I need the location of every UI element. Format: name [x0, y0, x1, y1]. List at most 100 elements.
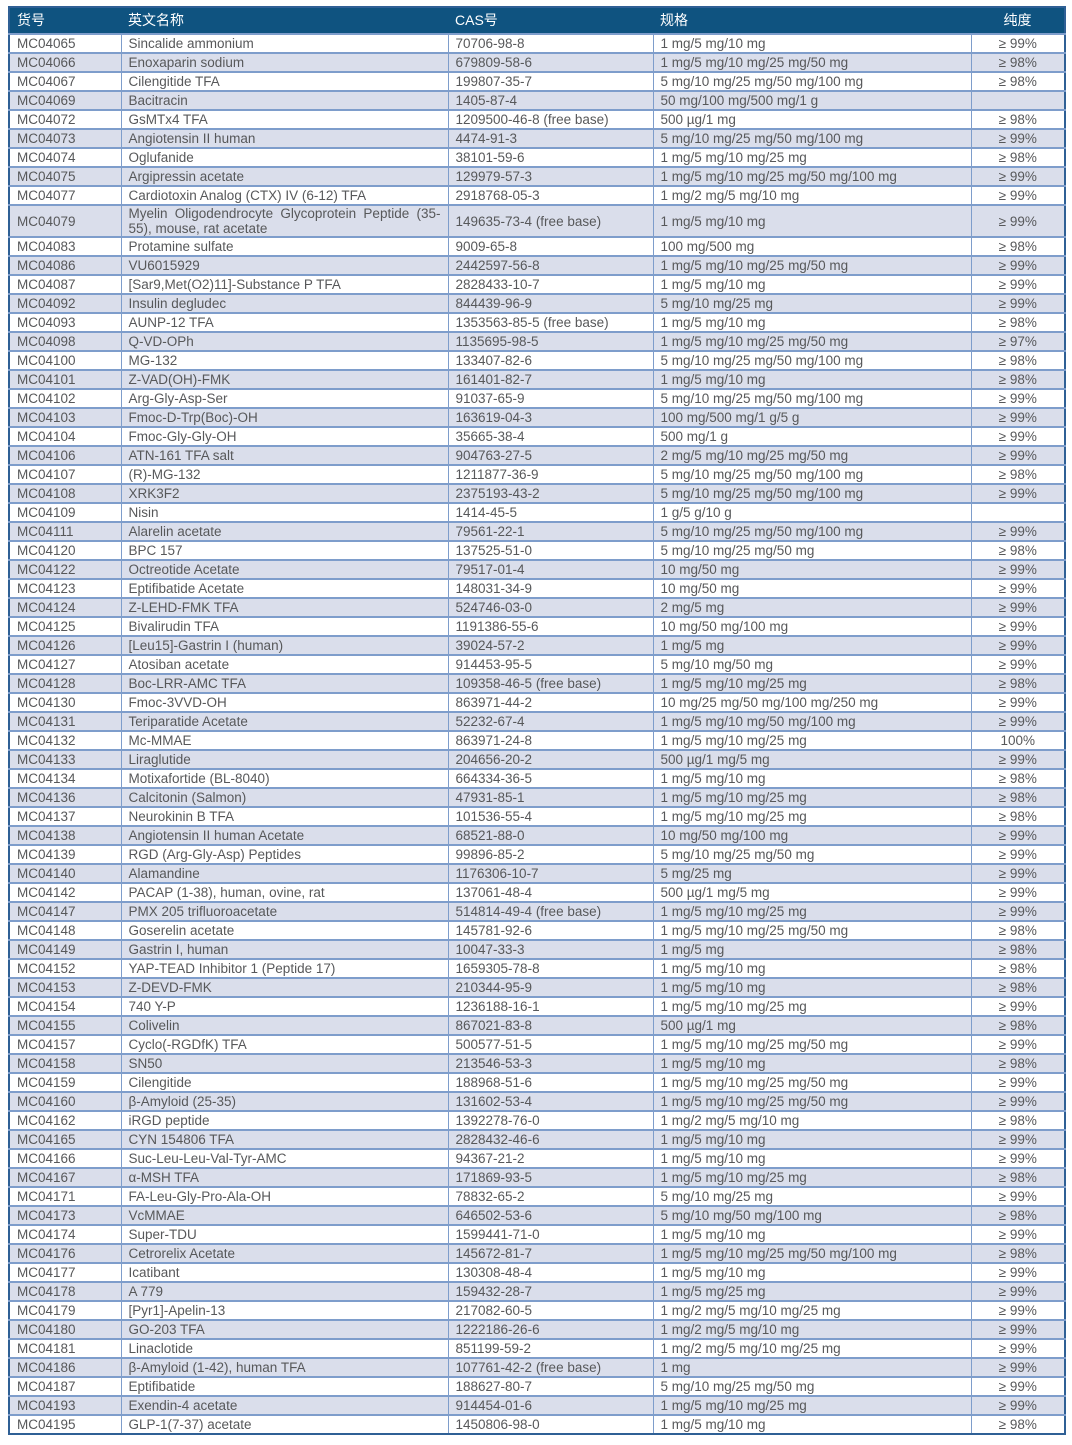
catalog-cell: MC04128 — [8, 673, 122, 695]
table-row: MC04139 RGD (Arg-Gly-Asp) Peptides 99896-8… — [8, 844, 1066, 866]
spec-cell: 5 mg/10 mg/25 mg — [652, 293, 972, 315]
spec-cell: 1 mg/2 mg/5 mg/10 mg/25 mg — [652, 1338, 972, 1360]
purity-cell: ≥ 99% — [970, 521, 1066, 543]
table-row: MC04122 Octreotide Acetate 79517-01-4 10 mg… — [8, 559, 1066, 581]
table-row: MC04131 Teriparatide Acetate 52232-67-4 1 m… — [8, 711, 1066, 733]
spec-cell: 1 mg/2 mg/5 mg/10 mg — [652, 1319, 972, 1341]
purity-cell: ≥ 98% — [970, 1053, 1066, 1075]
spec-cell: 500 µg/1 mg/5 mg — [652, 882, 972, 904]
cas-cell: 1392278-76-0 — [447, 1110, 654, 1132]
spec-cell: 5 mg/10 mg/25 mg/50 mg/100 mg — [652, 521, 972, 543]
purity-cell: ≥ 98% — [970, 1243, 1066, 1265]
purity-cell: ≥ 99% — [970, 185, 1066, 206]
purity-cell: ≥ 99% — [970, 1338, 1066, 1360]
spec-cell: 10 mg/50 mg/100 mg — [652, 616, 972, 638]
spec-cell: 500 mg/1 g — [652, 426, 972, 448]
name-cell: Linaclotide — [120, 1338, 449, 1360]
purity-cell: ≥ 99% — [970, 1319, 1066, 1341]
catalog-cell: MC04180 — [8, 1319, 122, 1341]
purity-cell: ≥ 99% — [970, 33, 1066, 54]
name-cell: ATN-161 TFA salt — [120, 445, 449, 467]
spec-cell: 1 mg/5 mg/10 mg — [652, 1414, 972, 1436]
spec-cell: 1 mg/5 mg/10 mg — [652, 1262, 972, 1284]
cas-cell: 161401-82-7 — [447, 369, 654, 391]
cas-cell: 79561-22-1 — [447, 521, 654, 543]
spec-cell: 1 mg/5 mg/10 mg — [652, 1224, 972, 1246]
cas-cell: 149635-73-4 (free base) — [447, 203, 654, 239]
table-row: MC04178 A 779 159432-28-7 1 mg/5 mg/25 mg ≥ … — [8, 1281, 1066, 1303]
table-row: MC04180 GO-203 TFA 1222186-26-6 1 mg/2 mg/5… — [8, 1319, 1066, 1341]
cas-cell: 133407-82-6 — [447, 350, 654, 372]
table-row: MC04103 Fmoc-D-Trp(Boc)-OH 163619-04-3 100 … — [8, 407, 1066, 429]
name-cell: FA-Leu-Gly-Pro-Ala-OH — [120, 1186, 449, 1208]
name-cell: Fmoc-3VVD-OH — [120, 692, 449, 714]
spec-cell: 10 mg/50 mg/100 mg — [652, 825, 972, 847]
spec-cell: 1 mg/5 mg/10 mg/25 mg/50 mg — [652, 920, 972, 942]
purity-cell: ≥ 99% — [970, 711, 1066, 733]
table-row: MC04077 Cardiotoxin Analog (CTX) IV (6-12… — [8, 185, 1066, 206]
purity-cell: ≥ 99% — [970, 1281, 1066, 1303]
table-row: MC04159 Cilengitide 188968-51-6 1 mg/5 mg/1… — [8, 1072, 1066, 1094]
spec-cell: 5 mg/10 mg/25 mg/50 mg/100 mg — [652, 71, 972, 92]
spec-cell: 1 mg/5 mg/10 mg — [652, 274, 972, 296]
catalog-cell: MC04166 — [8, 1148, 122, 1170]
cas-cell: 70706-98-8 — [447, 33, 654, 54]
table-row: MC04155 Colivelin 867021-83-8 500 µg/1 mg ≥ … — [8, 1015, 1066, 1037]
cas-cell: 914453-95-5 — [447, 654, 654, 676]
cas-cell: 79517-01-4 — [447, 559, 654, 581]
catalog-cell: MC04093 — [8, 312, 122, 334]
catalog-cell: MC04134 — [8, 768, 122, 790]
table-row: MC04186 β-Amyloid (1-42), human TFA 107761… — [8, 1357, 1066, 1379]
table-row: MC04123 Eptifibatide Acetate 148031-34-9 10… — [8, 578, 1066, 600]
purity-cell: ≥ 98% — [970, 312, 1066, 334]
catalog-cell: MC04123 — [8, 578, 122, 600]
spec-cell: 1 mg/2 mg/5 mg/10 mg — [652, 1110, 972, 1132]
name-cell: Z-LEHD-FMK TFA — [120, 597, 449, 619]
table-row: MC04074 Oglufanide 38101-59-6 1 mg/5 mg/10 … — [8, 147, 1066, 168]
table-row: MC04149 Gastrin I, human 10047-33-3 1 mg/5 … — [8, 939, 1066, 961]
table-row: MC04106 ATN-161 TFA salt 904763-27-5 2 mg/5… — [8, 445, 1066, 467]
purity-cell: ≥ 99% — [970, 749, 1066, 771]
name-cell: PACAP (1-38), human, ovine, rat — [120, 882, 449, 904]
name-cell: Octreotide Acetate — [120, 559, 449, 581]
spec-cell: 1 mg/5 mg/10 mg — [652, 203, 972, 239]
column-header-catalog-number: 货号 — [9, 7, 121, 35]
cas-cell: 524746-03-0 — [447, 597, 654, 619]
name-cell: Mc-MMAE — [120, 730, 449, 752]
table-row: MC04142 PACAP (1-38), human, ovine, rat 13… — [8, 882, 1066, 904]
table-row: MC04167 α-MSH TFA 171869-93-5 1 mg/5 mg/10 … — [8, 1167, 1066, 1189]
catalog-cell: MC04077 — [8, 185, 122, 206]
catalog-cell: MC04083 — [8, 236, 122, 258]
name-cell: Protamine sulfate — [120, 236, 449, 258]
cas-cell: 1211877-36-9 — [447, 464, 654, 486]
catalog-cell: MC04069 — [8, 90, 122, 111]
name-cell: Cyclo(-RGDfK) TFA — [120, 1034, 449, 1056]
name-cell: α-MSH TFA — [120, 1167, 449, 1189]
cas-cell: 1414-45-5 — [447, 502, 654, 524]
table-row: MC04128 Boc-LRR-AMC TFA 109358-46-5 (free … — [8, 673, 1066, 695]
name-cell: Eptifibatide Acetate — [120, 578, 449, 600]
purity-cell: ≥ 99% — [970, 863, 1066, 885]
cas-cell: 109358-46-5 (free base) — [447, 673, 654, 695]
spec-cell: 1 mg/5 mg/10 mg/25 mg/50 mg — [652, 52, 972, 73]
name-cell: Cilengitide TFA — [120, 71, 449, 92]
name-cell: CYN 154806 TFA — [120, 1129, 449, 1151]
cas-cell: 2828432-46-6 — [447, 1129, 654, 1151]
purity-cell: ≥ 98% — [970, 939, 1066, 961]
cas-cell: 163619-04-3 — [447, 407, 654, 429]
cas-cell: 1450806-98-0 — [447, 1414, 654, 1436]
table-row: MC04148 Goserelin acetate 145781-92-6 1 mg/… — [8, 920, 1066, 942]
catalog-cell: MC04173 — [8, 1205, 122, 1227]
spec-cell: 1 mg/5 mg/10 mg — [652, 1129, 972, 1151]
purity-cell: ≥ 99% — [970, 654, 1066, 676]
table-row: MC04177 Icatibant 130308-48-4 1 mg/5 mg/10 … — [8, 1262, 1066, 1284]
table-row: MC04101 Z-VAD(OH)-FMK 161401-82-7 1 mg/5 mg… — [8, 369, 1066, 391]
purity-cell: ≥ 99% — [970, 844, 1066, 866]
catalog-cell: MC04086 — [8, 255, 122, 277]
table-row: MC04147 PMX 205 trifluoroacetate 514814-49… — [8, 901, 1066, 923]
name-cell: Enoxaparin sodium — [120, 52, 449, 73]
purity-cell: ≥ 98% — [970, 369, 1066, 391]
purity-cell: ≥ 98% — [970, 787, 1066, 809]
name-cell: Arg-Gly-Asp-Ser — [120, 388, 449, 410]
spec-cell: 5 mg/10 mg/50 mg/100 mg — [652, 1205, 972, 1227]
